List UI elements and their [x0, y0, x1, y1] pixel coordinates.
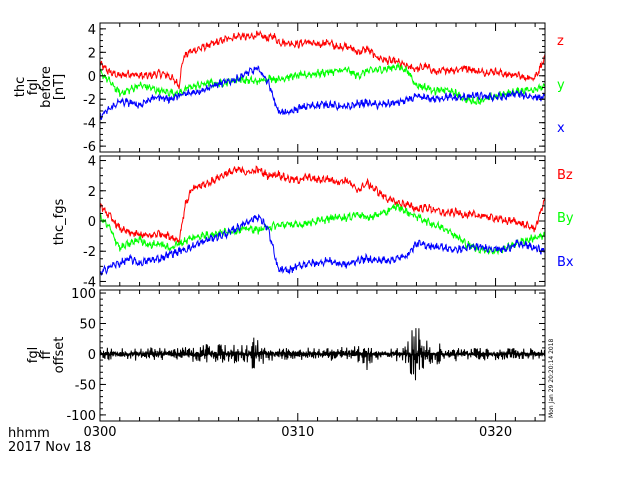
panel-2-ytick-label: 0	[88, 215, 96, 230]
panel-1: 4 2 0 -2 -4 -6	[83, 22, 546, 155]
panel-3-frame	[99, 289, 546, 422]
legend-bz: Bz	[557, 168, 573, 183]
legend-z: z	[557, 34, 564, 49]
x-axis-label-date: 2017 Nov 18	[8, 440, 91, 455]
panel3-ylabel-line3: offset	[52, 337, 67, 374]
panel-3-ytick-label: 100	[71, 287, 96, 302]
panel-2-series-bz-line	[100, 165, 545, 245]
panel-2-ytick-label: 2	[88, 185, 96, 200]
panel-2-ytick-label: -2	[83, 245, 96, 260]
panel3-ylabel: fgl ff offset	[26, 337, 67, 374]
panel1-ylabel-line3: before	[39, 66, 54, 108]
panel-2-series-bx-line	[100, 213, 545, 276]
legend: z y x Bz By Bx	[557, 34, 574, 270]
legend-bx: Bx	[557, 255, 574, 270]
panel-1-ytick-label: 0	[88, 70, 96, 85]
panel-1-series-z-line	[100, 30, 545, 90]
plot-timestamp: Mon Jan 29 20:20:14 2018	[548, 338, 555, 418]
panel-3-ytick-label: 50	[79, 318, 96, 333]
panel-1-series-y-line	[100, 62, 545, 105]
panel3-ylabel-line1: fgl	[26, 347, 41, 363]
panel-3: 100 50 0 -50 -100	[66, 287, 546, 424]
panel-2-ytick-label: -4	[83, 275, 96, 290]
panel3-ylabel-line2: ff	[39, 349, 54, 359]
x-tick-label: 0300	[83, 425, 116, 440]
panel-3-ytick-label: -100	[66, 409, 96, 424]
x-axis-label-hhmm: hhmm	[8, 426, 50, 441]
panel-1-series-x-line	[100, 65, 545, 120]
panel1-ylabel-line2: fgl	[26, 79, 41, 95]
x-tick-label: 0320	[479, 425, 512, 440]
panel-1-ytick-label: 4	[88, 23, 96, 38]
panel-1-ytick-label: 2	[88, 46, 96, 61]
panel-3-series	[100, 328, 545, 381]
panel1-ylabel: thc fgl before [nT]	[13, 66, 67, 108]
panel2-ylabel-line1: thc_fgs	[52, 198, 67, 245]
panel-3-ytick-label: -50	[75, 378, 96, 393]
panel-2-series	[100, 165, 545, 276]
panel1-ylabel-line1: thc	[13, 77, 28, 97]
panel-3-ytick-label: 0	[88, 348, 96, 363]
legend-by: By	[557, 211, 574, 226]
panel-3-series-offset-line	[100, 328, 545, 381]
panel-1-ytick-label: -4	[83, 117, 96, 132]
panel-1-ytick-label: -6	[83, 140, 96, 155]
legend-y: y	[557, 78, 565, 93]
panel2-ylabel: thc_fgs	[52, 198, 67, 245]
panel-2-ytick-label: 4	[88, 155, 96, 170]
panel-2-series-by-line	[100, 203, 545, 256]
x-tick-label: 0310	[281, 425, 314, 440]
panel1-ylabel-line4: [nT]	[52, 74, 67, 100]
legend-x: x	[557, 121, 565, 136]
panel-1-series	[100, 30, 545, 120]
panel-1-ytick-label: -2	[83, 93, 96, 108]
panel-2: 4 2 0 -2 -4	[83, 155, 546, 290]
